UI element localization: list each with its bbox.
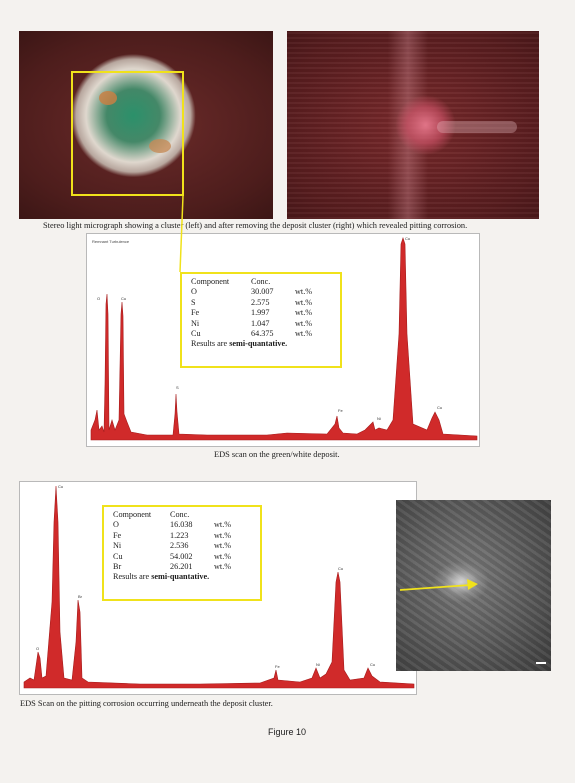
- composition-table-1: Component Conc. O 30.007 wt.% S 2.575 wt.% Fe…: [180, 272, 342, 368]
- peak-label: Cu: [405, 236, 410, 241]
- scale-bar: [536, 662, 546, 664]
- composition-table-2: Component Conc. O 16.038 wt.% Fe 1.223 wt.% N…: [102, 505, 262, 601]
- micrograph-right: [287, 31, 539, 219]
- spectrum-2-caption: EDS Scan on the pitting corrosion occurr…: [20, 699, 273, 708]
- table-row: O 30.007 wt.%: [191, 287, 313, 297]
- deposit-spot: [99, 91, 117, 105]
- table-row: Fe 1.997 wt.%: [191, 308, 313, 318]
- table-row: Fe 1.223 wt.%: [113, 530, 232, 540]
- deposit-spot: [149, 139, 171, 153]
- spectrum-title: Remnant Turbulence: [92, 239, 130, 244]
- table-note: Results are semi-quantative.: [113, 572, 210, 582]
- table-header: Component Conc.: [191, 277, 271, 286]
- table-row: Br 26.201 wt.%: [113, 561, 232, 571]
- peak-label: Br: [78, 594, 83, 599]
- deposit-highlight-box: [71, 71, 184, 196]
- peak-label: Cu: [58, 484, 63, 489]
- table-note: Results are semi-quantative.: [191, 339, 288, 349]
- spectrum-1-trace: [90, 237, 478, 441]
- pit-streak: [437, 121, 517, 133]
- peak-label: Ni: [377, 416, 381, 421]
- peak-label: Fe: [338, 408, 343, 413]
- peak-label: O: [36, 646, 39, 651]
- peak-label: O: [97, 296, 100, 301]
- figure-label: Figure 10: [268, 727, 307, 737]
- table-row: Ni 2.536 wt.%: [113, 541, 232, 551]
- peak-label: Ni: [316, 662, 320, 667]
- spectrum-2-plot: Cu O Br Fe Ni Cu Cu: [23, 484, 415, 689]
- table-header: Component Conc.: [113, 510, 190, 519]
- peak-label: Cu: [338, 566, 343, 571]
- peak-label: Cu: [121, 296, 126, 301]
- sem-micrograph: [396, 500, 551, 671]
- spectrum-1-plot: O Cu S Fe Ni Cu Cu: [90, 236, 478, 441]
- micrograph-caption: Stereo light micrograph showing a cluste…: [43, 221, 468, 230]
- table-row: Ni 1.047 wt.%: [191, 318, 313, 328]
- table-row: Cu 64.375 wt.%: [191, 328, 313, 338]
- table-row: Cu 54.002 wt.%: [113, 551, 232, 561]
- table-row: S 2.575 wt.%: [191, 297, 313, 307]
- peak-label: S: [176, 385, 179, 390]
- table-row: O 16.038 wt.%: [113, 520, 232, 530]
- peak-label: Cu: [437, 405, 442, 410]
- spectrum-2-trace: [23, 485, 415, 689]
- micrograph-left: [19, 31, 273, 219]
- spectrum-1-caption: EDS scan on the green/white deposit.: [214, 450, 340, 459]
- peak-label: Fe: [275, 664, 280, 669]
- peak-label: Cu: [370, 662, 375, 667]
